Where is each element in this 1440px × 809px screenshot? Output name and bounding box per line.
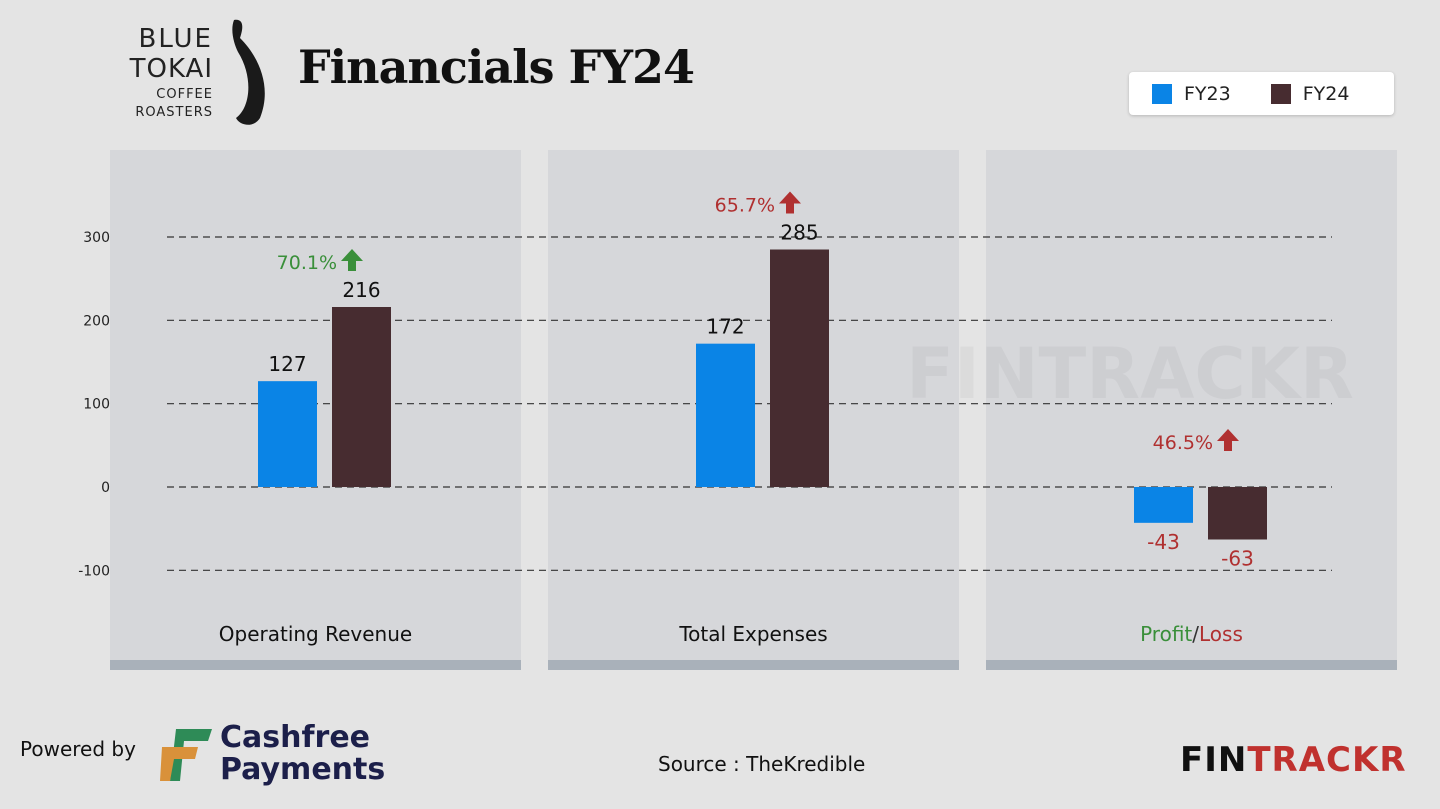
change-label: 46.5% (1153, 432, 1213, 454)
cashfree-icon (160, 729, 212, 781)
bar-fy24 (770, 249, 829, 487)
brand-fin: FIN (1180, 740, 1248, 780)
y-tick-label: -100 (78, 563, 110, 579)
legend-label: FY24 (1302, 82, 1350, 105)
legend-swatch (1270, 83, 1291, 104)
legend-item-fy24: FY24 (1270, 82, 1350, 105)
arrow-up-icon (1217, 429, 1239, 451)
y-tick-label: 0 (101, 480, 110, 496)
y-tick-label: 300 (83, 230, 110, 246)
blue-tokai-logo: BLUE TOKAI COFFEE ROASTERS (108, 18, 273, 128)
data-label: -63 (1221, 547, 1254, 571)
bar-fy24 (1208, 487, 1267, 540)
legend-swatch (1152, 83, 1172, 104)
data-label: 127 (268, 352, 306, 376)
legend-item-fy23: FY23 (1152, 83, 1231, 105)
logo-line: COFFEE (156, 87, 213, 102)
logo-line: BLUE (138, 24, 213, 54)
bar-fy24 (332, 307, 391, 487)
data-label: -43 (1147, 530, 1180, 554)
y-tick-label: 100 (83, 397, 110, 413)
bar-fy23 (1134, 487, 1193, 523)
category-label-part: Loss (1199, 622, 1243, 646)
legend-label: FY23 (1184, 82, 1231, 105)
legend: FY23 FY24 (1129, 72, 1394, 115)
category-label: Profit/Loss (1140, 622, 1243, 646)
logo-line: TOKAI (129, 54, 213, 84)
panel-base-bar (986, 660, 1397, 670)
y-tick-label: 200 (83, 313, 110, 329)
category-label-part: / (1192, 622, 1199, 646)
category-label-part: Profit (1140, 622, 1192, 646)
brand-trackr: TRACKR (1247, 740, 1407, 780)
category-label: Total Expenses (678, 622, 827, 646)
arrow-up-icon (341, 249, 363, 271)
bar-fy23 (258, 381, 317, 487)
page-title: Financials FY24 (298, 40, 695, 94)
powered-by-label: Powered by (20, 737, 136, 761)
change-label: 65.7% (715, 195, 775, 217)
arrow-up-icon (779, 191, 801, 214)
logo-line: ROASTERS (135, 105, 213, 120)
cashfree-line1: Cashfree (220, 720, 371, 755)
data-label: 172 (706, 315, 744, 339)
category-label: Operating Revenue (219, 622, 412, 646)
source-text: Source : TheKredible (658, 752, 866, 776)
cashfree-logo: Cashfree Payments (158, 722, 385, 786)
bar-fy23 (696, 343, 755, 487)
cashfree-line2: Payments (220, 752, 386, 787)
data-label: 216 (342, 278, 380, 302)
data-label: 285 (780, 221, 818, 245)
panel-base-bar (548, 660, 959, 670)
fintrackr-logo: FINTRACKR (1180, 740, 1407, 780)
peacock-icon (232, 19, 265, 125)
watermark: FINTRACKR (906, 333, 1354, 415)
panel-base-bar (110, 660, 521, 670)
change-label: 70.1% (277, 252, 337, 274)
